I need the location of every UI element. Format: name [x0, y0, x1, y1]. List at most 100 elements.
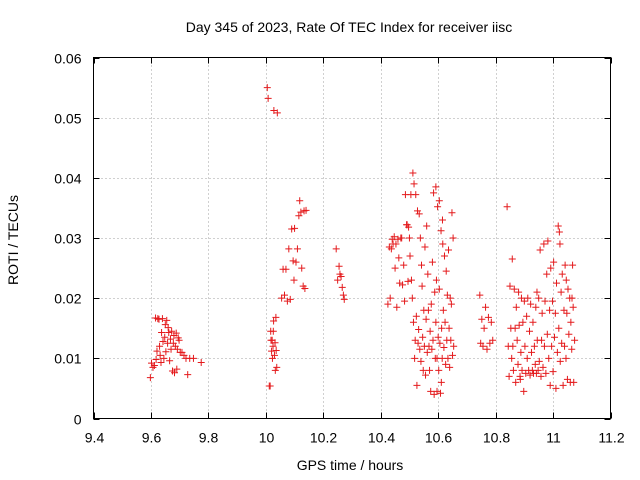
data-point	[533, 288, 541, 296]
data-point	[440, 344, 448, 352]
x-tick-label: 10.6	[425, 430, 452, 446]
data-point	[528, 348, 536, 356]
x-tick-label: 9.8	[199, 430, 219, 446]
data-point	[548, 342, 556, 350]
data-point	[387, 245, 395, 253]
data-point	[563, 375, 571, 383]
data-point	[396, 279, 404, 287]
data-point	[269, 342, 277, 350]
data-point	[446, 294, 454, 302]
data-point	[557, 288, 565, 296]
data-point	[165, 328, 173, 336]
data-point	[436, 389, 444, 397]
data-point	[418, 282, 426, 290]
data-point	[558, 270, 566, 278]
data-point	[268, 347, 276, 355]
data-point	[412, 312, 420, 320]
data-point	[444, 354, 452, 362]
data-point	[392, 240, 400, 248]
data-point	[395, 254, 403, 262]
data-point	[538, 336, 546, 344]
x-tick-label: 9.4	[85, 430, 105, 446]
data-point	[516, 375, 524, 383]
data-point	[391, 264, 399, 272]
y-tick-label: 0.05	[54, 111, 81, 127]
data-point	[406, 252, 414, 260]
axis-ticks: 9.4 9.6 9.8 10 10.2 10.4 10.6 10.8 11 11.2 0 0.01 0.…	[54, 51, 625, 446]
data-point	[532, 369, 540, 377]
data-point	[167, 345, 175, 353]
data-point	[335, 262, 343, 270]
data-point	[449, 351, 457, 359]
data-point	[160, 354, 168, 362]
data-point	[447, 300, 455, 308]
data-point	[415, 325, 423, 333]
data-point	[416, 345, 424, 353]
data-point	[293, 245, 301, 253]
data-point	[508, 354, 516, 362]
data-point	[289, 257, 297, 265]
data-point	[556, 357, 564, 365]
data-point	[513, 336, 521, 344]
data-point	[282, 265, 290, 273]
data-point	[551, 309, 559, 317]
data-point	[568, 345, 576, 353]
data-point	[405, 234, 413, 242]
data-point	[570, 378, 578, 386]
data-point	[422, 371, 430, 379]
data-point	[539, 363, 547, 371]
data-point	[515, 288, 523, 296]
data-point	[298, 264, 306, 272]
data-point	[409, 169, 417, 177]
y-tick-label: 0	[74, 412, 82, 428]
data-point	[449, 234, 457, 242]
data-point	[506, 282, 514, 290]
data-point	[424, 306, 432, 314]
data-point	[407, 276, 415, 284]
data-point	[155, 315, 163, 323]
data-point	[536, 246, 544, 254]
data-point	[164, 324, 172, 332]
data-point	[435, 285, 443, 293]
data-point	[184, 371, 192, 379]
data-point	[271, 339, 279, 347]
data-point	[401, 297, 409, 305]
data-point	[526, 371, 534, 379]
data-point	[442, 267, 450, 275]
data-point	[408, 294, 416, 302]
data-point	[476, 291, 484, 299]
data-point	[156, 342, 164, 350]
data-point	[166, 335, 174, 343]
data-point	[413, 207, 421, 215]
data-point	[175, 336, 183, 344]
data-point	[430, 390, 438, 398]
data-point	[523, 312, 531, 320]
data-point	[266, 382, 274, 390]
data-point	[442, 360, 450, 368]
x-tick-label: 10.2	[310, 430, 337, 446]
data-point	[288, 225, 296, 233]
data-point	[535, 294, 543, 302]
data-point	[514, 360, 522, 368]
data-point	[414, 339, 422, 347]
data-point	[269, 327, 277, 335]
data-point	[430, 189, 438, 197]
data-point	[486, 339, 494, 347]
data-point	[286, 295, 294, 303]
data-point	[531, 360, 539, 368]
data-point	[419, 333, 427, 341]
data-point	[418, 261, 426, 269]
data-point	[271, 366, 279, 374]
data-point	[412, 191, 420, 199]
data-point	[338, 283, 346, 291]
data-point	[448, 209, 456, 217]
data-point	[555, 324, 563, 332]
data-point	[548, 297, 556, 305]
data-point	[285, 245, 293, 253]
data-point	[553, 348, 561, 356]
data-point	[571, 336, 579, 344]
x-tick-label: 11	[546, 430, 561, 446]
data-point	[173, 365, 181, 373]
y-axis-label: ROTI / TECUs	[5, 195, 21, 285]
data-point	[426, 327, 434, 335]
